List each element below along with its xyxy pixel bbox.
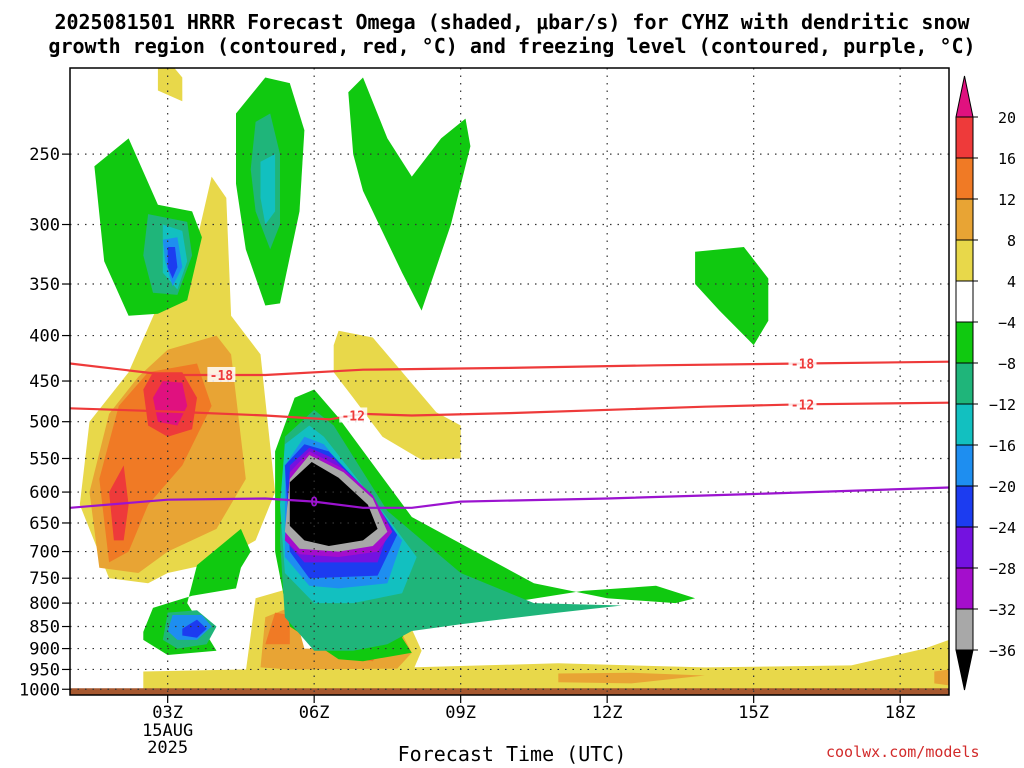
colorbar-band xyxy=(955,198,974,241)
y-tick-label: 1000 xyxy=(19,680,60,700)
x-tick-sublabel: 2025 xyxy=(147,738,188,758)
y-tick-label: 550 xyxy=(29,449,60,469)
colorbar-tick-label: −16 xyxy=(989,437,1016,455)
colorbar-tick-label: −36 xyxy=(989,642,1016,660)
contour-label-bg xyxy=(339,407,368,423)
credit-link[interactable]: coolwx.com/models xyxy=(826,743,980,761)
x-tick-label: 18Z xyxy=(885,703,916,723)
contour-label: 0 xyxy=(310,496,318,511)
y-tick-label: 600 xyxy=(29,483,60,503)
colorbar-band xyxy=(955,321,974,364)
colorbar-band xyxy=(955,362,974,405)
contour-label: -18 xyxy=(210,369,234,384)
contour-label: -18 xyxy=(791,357,815,372)
chart-title-line-2: growth region (contoured, red, °C) and f… xyxy=(48,34,976,58)
contour-label: -12 xyxy=(341,409,364,424)
x-tick-label: 09Z xyxy=(445,703,476,723)
x-tick-label: 15Z xyxy=(738,703,769,723)
contour-line xyxy=(70,360,949,377)
contour-line xyxy=(70,401,949,421)
omega-shaded-region xyxy=(934,669,949,686)
omega-shaded-region xyxy=(143,639,949,695)
omega-shaded-region xyxy=(109,52,129,68)
y-tick-label: 650 xyxy=(29,514,60,534)
x-tick-label: 03Z xyxy=(152,703,183,723)
colorbar-tick-label: −28 xyxy=(989,560,1016,578)
colorbar-arrow-bottom xyxy=(955,649,974,691)
x-tick-label: 06Z xyxy=(299,703,330,723)
x-axis-title: Forecast Time (UTC) xyxy=(397,742,627,766)
chart-title-line-1: 2025081501 HRRR Forecast Omega (shaded, … xyxy=(54,10,970,34)
y-tick-label: 850 xyxy=(29,618,60,638)
x-tick-sublabel: 15AUG xyxy=(142,721,193,741)
contour-label: -12 xyxy=(791,398,814,413)
colorbar-band xyxy=(955,567,974,610)
colorbar-band xyxy=(955,157,974,200)
y-tick-label: 750 xyxy=(29,569,60,589)
omega-shaded-region xyxy=(167,247,178,279)
y-tick-label: 900 xyxy=(29,640,60,660)
colorbar-arrow-top xyxy=(955,75,974,118)
omega-shaded-region xyxy=(265,612,290,645)
colorbar-tick-label: −32 xyxy=(989,601,1016,619)
omega-shaded-region xyxy=(157,68,183,102)
colorbar-tick-label: −20 xyxy=(989,478,1016,496)
y-tick-label: 800 xyxy=(29,594,60,614)
colorbar-band xyxy=(955,280,974,323)
ground-surface xyxy=(70,688,949,695)
omega-shaded-region xyxy=(260,154,276,225)
y-tick-label: 950 xyxy=(29,660,60,680)
colorbar-band xyxy=(955,485,974,528)
omega-shaded-region xyxy=(333,330,461,460)
omega-shaded-region xyxy=(348,77,471,311)
colorbar-tick-label: −24 xyxy=(989,519,1016,537)
y-tick-label: 300 xyxy=(29,216,60,236)
colorbar-band xyxy=(955,608,974,651)
y-tick-label: 500 xyxy=(29,413,60,433)
colorbar-tick-label: 8 xyxy=(1007,232,1016,250)
y-tick-label: 400 xyxy=(29,327,60,347)
y-tick-label: 450 xyxy=(29,372,60,392)
colorbar-tick-label: −4 xyxy=(998,314,1016,332)
contour-line xyxy=(70,486,949,509)
y-tick-label: 350 xyxy=(29,275,60,295)
contour-label-bg xyxy=(788,396,817,412)
colorbar-tick-label: −8 xyxy=(998,355,1016,373)
x-tick-label: 12Z xyxy=(592,703,623,723)
colorbar-band xyxy=(955,239,974,282)
colorbar-band xyxy=(955,526,974,569)
colorbar-band xyxy=(955,444,974,487)
omega-shaded-region xyxy=(558,672,705,684)
colorbar-band xyxy=(955,403,974,446)
y-tick-label: 700 xyxy=(29,543,60,563)
colorbar-band xyxy=(955,116,974,159)
colorbar-tick-label: −12 xyxy=(989,396,1016,414)
colorbar-tick-label: 20 xyxy=(998,109,1016,127)
omega-shaded-region xyxy=(182,619,207,638)
omega-shaded-region xyxy=(153,381,188,426)
contour-label-bg xyxy=(788,355,817,371)
omega-shaded-region xyxy=(695,247,769,346)
colorbar-tick-label: 4 xyxy=(1007,273,1016,291)
colorbar-tick-label: 16 xyxy=(998,150,1016,168)
y-tick-label: 250 xyxy=(29,145,60,165)
contour-label-bg xyxy=(207,366,236,382)
colorbar-tick-label: 12 xyxy=(998,191,1016,209)
